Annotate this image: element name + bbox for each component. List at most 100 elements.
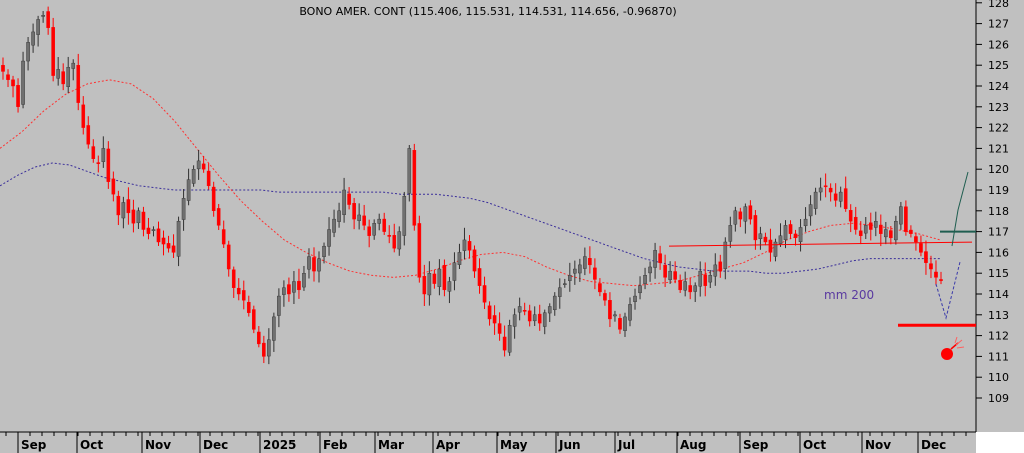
y-tick-label: 114 xyxy=(988,288,1009,301)
candle-body xyxy=(352,203,356,220)
candle-body xyxy=(718,261,723,272)
candle-body xyxy=(46,11,50,28)
lower-right-corner xyxy=(976,432,1024,453)
candle-body xyxy=(894,220,898,241)
candle-body xyxy=(542,312,547,327)
candle-body xyxy=(267,339,271,357)
candle-body xyxy=(904,206,908,232)
candle-body xyxy=(432,273,437,284)
y-tick-label: 127 xyxy=(988,18,1009,31)
candle-body xyxy=(833,193,838,201)
candle-body xyxy=(899,206,903,225)
short-ma-line xyxy=(0,79,941,287)
candle-body xyxy=(447,281,452,292)
candle-body xyxy=(552,295,557,311)
candle-body xyxy=(688,285,692,293)
candle-body xyxy=(452,262,457,281)
x-tick-label: 2025 xyxy=(263,438,296,452)
candle-body xyxy=(101,148,106,162)
candle-body xyxy=(161,237,166,245)
candle-body xyxy=(392,235,397,249)
candle-body xyxy=(733,210,738,225)
projection-down-arrow xyxy=(935,261,961,320)
candle-body xyxy=(788,224,793,234)
candle-body xyxy=(387,235,392,237)
candle-body xyxy=(16,85,20,107)
candle-body xyxy=(929,263,933,270)
candle-body xyxy=(347,193,351,205)
candle-body xyxy=(828,187,833,193)
candle-body xyxy=(437,268,442,287)
candle-body xyxy=(307,256,311,270)
x-tick-label: Sep xyxy=(21,438,47,452)
x-tick-label: Sep xyxy=(743,438,769,452)
annotations: mm 200 xyxy=(668,171,976,360)
candle-body xyxy=(397,231,402,250)
candle-body xyxy=(562,283,567,286)
bomb-spark xyxy=(954,336,965,349)
candle-body xyxy=(532,314,537,322)
y-tick-label: 121 xyxy=(988,142,1009,155)
candle-body xyxy=(537,313,542,324)
x-tick-label: May xyxy=(500,438,528,452)
candle-body xyxy=(608,300,612,320)
candle-body xyxy=(342,189,346,215)
y-tick-label: 119 xyxy=(988,184,1009,197)
candle-body xyxy=(322,245,326,257)
candle-body xyxy=(708,275,713,283)
candle-body xyxy=(221,229,226,245)
x-tick-label: Oct xyxy=(803,438,826,452)
candle-body xyxy=(297,280,301,291)
candle-body xyxy=(598,283,602,293)
candle-body xyxy=(583,256,587,269)
x-tick-label: Apr xyxy=(436,438,460,452)
candle-body xyxy=(226,244,231,270)
candle-body xyxy=(151,229,156,231)
candle-body xyxy=(81,104,86,128)
support-trendline xyxy=(668,241,973,247)
short-ma-line-group xyxy=(0,79,941,287)
candle-body xyxy=(201,163,206,170)
candle-body xyxy=(693,285,698,292)
candle-body xyxy=(282,287,286,295)
candle-body xyxy=(723,241,728,269)
candle-body xyxy=(818,187,823,193)
candle-body xyxy=(417,223,422,278)
candle-body xyxy=(36,19,40,35)
bomb-icon xyxy=(941,348,953,360)
candle-body xyxy=(683,281,687,291)
candle-body xyxy=(6,74,10,80)
y-tick-label: 120 xyxy=(988,163,1009,176)
y-tick-label: 124 xyxy=(988,80,1009,93)
ma200-line-group xyxy=(0,162,940,274)
x-tick-label: Mar xyxy=(378,438,404,452)
x-tick-label: Oct xyxy=(80,438,103,452)
candle-body xyxy=(176,220,181,257)
candle-body xyxy=(858,230,863,236)
candle-body xyxy=(41,15,45,17)
candle-body xyxy=(673,271,677,280)
candle-body xyxy=(111,178,116,195)
candle-body xyxy=(492,315,497,324)
candle-body xyxy=(146,227,151,234)
candle-body xyxy=(407,148,412,194)
y-tick-label: 123 xyxy=(988,101,1009,114)
candle-body xyxy=(241,290,246,301)
projection-up-arrow xyxy=(951,171,969,247)
candle-body xyxy=(843,188,848,209)
candle-body xyxy=(312,257,316,272)
candle-body xyxy=(377,218,382,224)
candle-body xyxy=(31,31,35,46)
y-tick-label: 122 xyxy=(988,122,1009,135)
candle-body xyxy=(934,271,938,278)
candle-body xyxy=(482,285,487,303)
candle-body xyxy=(231,269,236,288)
candle-body xyxy=(136,210,141,224)
candle-body xyxy=(924,251,928,263)
y-tick-label: 117 xyxy=(988,226,1009,239)
candle-body xyxy=(367,226,371,236)
y-axis-ticks: 109 110 111 112 113 114 115 116 117 118 119 120 121 1… xyxy=(976,0,1009,405)
candle-body xyxy=(658,253,662,263)
